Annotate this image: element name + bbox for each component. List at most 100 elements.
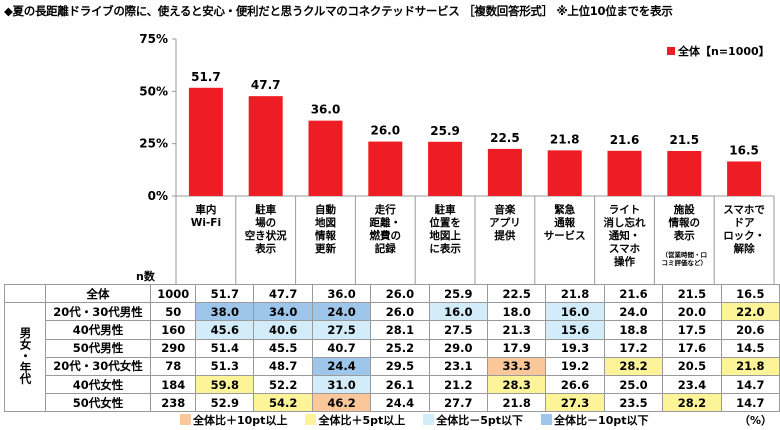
table-cell: 24.0	[603, 302, 664, 322]
table-cell: 23.5	[603, 393, 664, 413]
row-label: 50代女性	[44, 393, 152, 413]
table-cell: 25.2	[370, 338, 430, 358]
bar-value-label: 47.7	[251, 78, 281, 92]
table-cell: 52.9	[195, 393, 255, 413]
legend-label: 全体【n=1000】	[677, 44, 770, 58]
table-cell: 52.2	[253, 374, 313, 395]
bar	[727, 161, 762, 196]
table-cell: 21.2	[428, 374, 489, 395]
bar-value-label: 21.5	[669, 133, 699, 147]
bar-value-label: 21.6	[610, 133, 640, 147]
category-label: スマホでドアロック・解除	[723, 204, 765, 255]
row-label: 40代女性	[44, 374, 152, 395]
table-cell: 25.0	[603, 374, 664, 395]
table-cell: 17.2	[603, 338, 664, 358]
row-label: 50代男性	[44, 338, 152, 358]
row-label: 20代・30代女性	[44, 356, 152, 376]
table-cell: 54.2	[253, 393, 313, 413]
highlight-legend-item: 全体比＋10pt以上	[180, 412, 287, 428]
group-label-text: 男女・年代	[18, 327, 33, 385]
table-cell: 34.0	[253, 302, 313, 322]
table-cell: 51.3	[195, 356, 255, 376]
table-row: 全体 1000 51.7 47.7 36.0 26.0 25.9 22.5 21.8 21.6 21…	[4, 283, 780, 304]
table-cell: 26.1	[370, 374, 430, 395]
category-label: 自動地図情報更新	[315, 203, 336, 255]
bar	[667, 150, 702, 196]
table-cell: 21.3	[487, 320, 547, 340]
table-cell: 28.3	[487, 374, 547, 395]
table-cell: 26.0	[370, 302, 430, 322]
table-cell: 14.7	[720, 374, 780, 395]
category-label: 車内 Wi-Fi	[191, 203, 221, 229]
table-cell: 28.2	[662, 393, 722, 413]
row-n: 290	[150, 338, 197, 358]
table-cell: 20.5	[662, 356, 722, 376]
bar-value-label: 16.5	[729, 143, 759, 157]
category-note: （営業時間・口コミ評価など）	[662, 250, 708, 267]
table-cell: 19.3	[545, 338, 605, 358]
table-cell: 21.8	[720, 356, 780, 376]
table-row: 男女・年代 20代・30代男性 50 38.0 34.0 24.0 26.0 16.0 18.0…	[4, 302, 780, 413]
row-n: 1000	[150, 283, 197, 304]
bar	[487, 148, 522, 196]
table-cell: 27.5	[428, 320, 489, 340]
table-cell: 16.0	[428, 302, 489, 322]
table-cell: 29.0	[428, 338, 489, 358]
table-cell: 18.8	[603, 320, 664, 340]
bar	[428, 141, 463, 196]
legend-color-swatch	[305, 414, 317, 425]
highlight-legend-label: 全体比－5pt以下	[436, 414, 524, 427]
table-cell: 22.0	[720, 302, 780, 322]
table-row: 50代男性 290 51.4 45.5 40.7 25.2 29.0 17.9 19.3 17.2…	[5, 338, 780, 358]
table-row: 50代女性 238 52.9 54.2 46.2 24.4 27.7 21.8 27.3 23.5…	[5, 393, 780, 413]
table-cell: 26.0	[370, 283, 430, 304]
table-cell: 16.0	[545, 302, 605, 322]
legend-swatch	[667, 47, 675, 55]
legend-color-swatch	[423, 414, 435, 425]
n-header: n数	[136, 270, 155, 283]
highlight-legend: 全体比＋10pt以上 全体比＋5pt以上 全体比－5pt以下 全体比－10pt以下	[180, 412, 649, 428]
table-cell: 27.7	[428, 393, 489, 413]
table-cell: 23.4	[662, 374, 722, 395]
table-cell: 20.0	[662, 302, 722, 322]
table-cell: 46.2	[311, 393, 372, 413]
table-cell: 45.6	[195, 320, 255, 340]
row-label: 全体	[45, 283, 152, 304]
bar-value-label: 21.8	[550, 132, 580, 146]
bar-value-label: 22.5	[490, 131, 520, 145]
table-cell: 17.5	[662, 320, 722, 340]
row-n: 50	[150, 302, 197, 322]
category-label: 音楽アプリ提供	[489, 203, 521, 242]
highlight-legend-label: 全体比＋5pt以上	[318, 414, 406, 427]
bar	[607, 150, 642, 196]
category-label: 施設情報の表示	[669, 203, 701, 242]
category-label: 駐車位置を地図上に表示	[429, 203, 461, 255]
table-cell: 22.5	[487, 283, 547, 304]
table-cell: 59.8	[195, 374, 255, 395]
highlight-legend-item: 全体比＋5pt以上	[305, 412, 405, 428]
table-cell: 36.0	[311, 283, 372, 304]
bar	[248, 96, 283, 196]
table-cell: 17.9	[487, 338, 547, 358]
table-cell: 20.6	[720, 320, 780, 340]
row-n: 238	[150, 393, 197, 413]
highlight-legend-item: 全体比－10pt以下	[541, 412, 649, 428]
highlight-legend-label: 全体比＋10pt以上	[193, 414, 288, 427]
y-tick-label: 50%	[139, 84, 168, 98]
crosstab-table: 全体 1000 51.7 47.7 36.0 26.0 25.9 22.5 21.8 21.6 21…	[4, 283, 780, 413]
highlight-legend-item: 全体比－5pt以下	[423, 412, 523, 428]
row-label: 40代男性	[44, 320, 152, 340]
table-cell: 23.1	[428, 356, 489, 376]
category-label: 緊急通報サービス	[544, 203, 586, 242]
y-tick-label: 25%	[139, 137, 168, 151]
bar-chart: 0% 25% 50% 75% 51.7 47.7 36.0 26.0 25.9 22.5 21.8 2…	[139, 32, 775, 284]
table-cell: 27.5	[311, 320, 372, 340]
highlight-legend-label: 全体比－10pt以下	[554, 414, 649, 427]
bar-value-label: 51.7	[191, 70, 221, 84]
table-cell: 24.4	[370, 393, 430, 413]
table-cell: 47.7	[253, 283, 313, 304]
legend-color-swatch	[541, 414, 553, 425]
table-cell: 31.0	[311, 374, 372, 395]
legend-color-swatch	[180, 414, 191, 425]
table-cell: 16.5	[720, 283, 780, 304]
